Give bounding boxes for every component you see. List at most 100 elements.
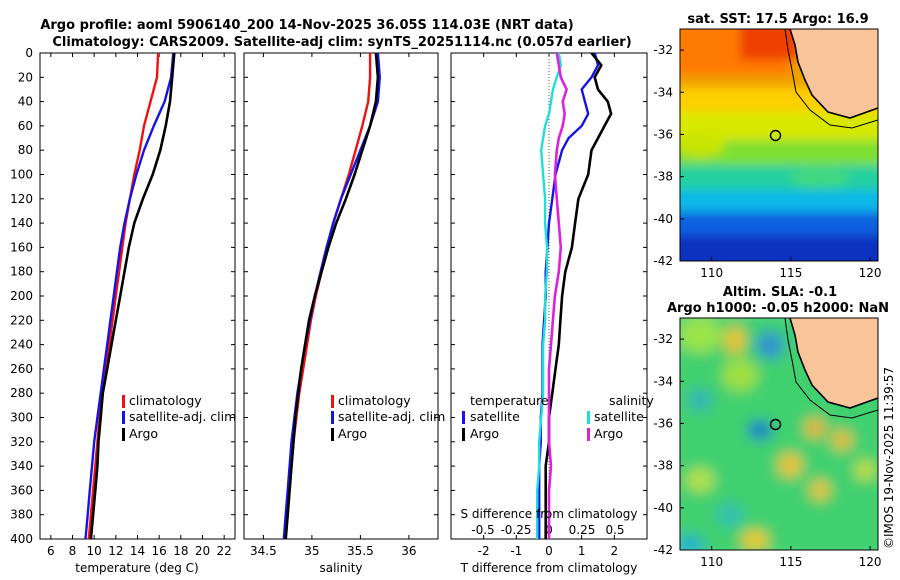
series-line-s-satellite	[536, 52, 562, 539]
depth-tick-label: 260	[10, 362, 33, 376]
x-tick-label: 2	[611, 544, 619, 558]
depth-tick-label: 200	[10, 289, 33, 303]
map-x-tick-label: 115	[779, 266, 802, 280]
x-tick-label: -1	[510, 544, 522, 558]
legend-swatch-s-satellite	[587, 411, 590, 424]
legend-swatch-satellite	[122, 411, 125, 424]
legend-swatch-argo	[122, 428, 125, 441]
figure-title-line1: Argo profile: aoml 5906140_200 14-Nov-20…	[40, 18, 573, 33]
depth-tick-label: 400	[10, 532, 33, 546]
depth-tick-label: 180	[10, 265, 33, 279]
series-line-climatology	[284, 53, 372, 540]
depth-tick-label: 0	[25, 46, 33, 60]
map-x-tick-label: 120	[859, 555, 882, 569]
series-line-argo	[284, 52, 380, 540]
argo-position-marker	[769, 418, 782, 431]
depth-tick-label: 20	[18, 70, 33, 84]
map-x-tick-label: 110	[700, 266, 723, 280]
s-difference-tick-label: 0.5	[605, 523, 624, 537]
sst-map-title: sat. SST: 17.5 Argo: 16.9	[687, 12, 868, 27]
series-line-argo	[89, 52, 176, 540]
series-line-s-argo	[547, 52, 568, 539]
depth-tick-label: 80	[18, 143, 33, 157]
depth-tick-label: 160	[10, 240, 33, 254]
legend-label-argo: Argo	[338, 426, 367, 441]
legend-label-s-argo: Argo	[594, 426, 623, 441]
difference-legend: temperature salinity satellite Argo sate…	[462, 393, 654, 441]
legend-label-climatology: climatology	[129, 393, 202, 408]
depth-tick-label: 360	[10, 483, 33, 497]
depth-tick-label: 380	[10, 508, 33, 522]
x-tick-label: 10	[87, 544, 102, 558]
sst-map: 110 115 120 -32 -34 -36 -38 -40 -42	[653, 28, 882, 280]
salinity-xlabel: salinity	[319, 561, 362, 575]
legend-swatch-climatology	[331, 395, 334, 408]
legend-swatch-climatology	[122, 395, 125, 408]
depth-tick-label: 340	[10, 459, 33, 473]
depth-tick-label: 40	[18, 95, 33, 109]
x-tick-label: 22	[217, 544, 232, 558]
sla-map-title: Altim. SLA: -0.1	[723, 285, 837, 300]
x-tick-label: 12	[108, 544, 123, 558]
series-line-t-satellite	[538, 52, 600, 539]
salinity-legend: climatology satellite-adj. clim Argo	[331, 393, 445, 441]
map-y-tick-label: -32	[653, 332, 673, 346]
legend-title-temperature: temperature	[470, 393, 549, 408]
temperature-legend: climatology satellite-adj. clim Argo	[122, 393, 236, 441]
x-tick-label: 0	[545, 544, 553, 558]
series-line-satellite-adj-clim	[84, 52, 175, 540]
argo-position-marker	[769, 129, 782, 142]
t-difference-xlabel: T difference from climatology	[460, 561, 638, 575]
legend-swatch-satellite	[331, 411, 334, 424]
sla-map: 110 115 120 -32 -34 -36 -38 -40 -42	[653, 317, 882, 569]
map-y-tick-label: -40	[653, 501, 673, 515]
imos-credit: ©IMOS 19-Nov-2025 11:39:57	[882, 367, 896, 549]
sla-map-axes: 110 115 120 -32 -34 -36 -38 -40 -42	[653, 332, 881, 569]
depth-tick-label: 140	[10, 216, 33, 230]
depth-tick-label: 300	[10, 411, 33, 425]
x-tick-label: 14	[130, 544, 145, 558]
x-tick-label: 20	[195, 544, 210, 558]
depth-tick-label: 60	[18, 119, 33, 133]
legend-label-argo: Argo	[129, 426, 158, 441]
sla-map-subtitle: Argo h1000: -0.05 h2000: NaN	[667, 301, 889, 316]
map-x-tick-label: 120	[859, 266, 882, 280]
legend-label-s-satellite: satellite	[594, 409, 644, 424]
map-y-tick-label: -36	[653, 416, 673, 430]
s-difference-tick-label: -0.5	[471, 523, 494, 537]
x-tick-label: 35	[304, 544, 319, 558]
depth-tick-label: 240	[10, 338, 33, 352]
x-tick-label: 35.5	[347, 544, 374, 558]
depth-tick-label: 220	[10, 313, 33, 327]
temperature-xlabel: temperature (deg C)	[75, 561, 198, 575]
s-difference-xlabel: S difference from climatology	[461, 507, 638, 521]
map-y-tick-label: -42	[653, 543, 673, 557]
x-tick-label: 16	[152, 544, 167, 558]
temperature-panel: 6 8 10 12 14 16 18 20 22	[39, 52, 236, 558]
series-line-climatology	[87, 52, 160, 540]
x-tick-label: 34.5	[250, 544, 277, 558]
legend-label-t-satellite: satellite	[470, 409, 520, 424]
map-y-tick-label: -34	[653, 374, 673, 388]
x-tick-label: 1	[578, 544, 586, 558]
map-x-tick-label: 110	[700, 555, 723, 569]
legend-label-satellite: satellite-adj. clim	[129, 409, 236, 424]
map-y-tick-label: -38	[653, 170, 673, 184]
legend-swatch-s-argo	[587, 428, 590, 441]
depth-tick-label: 100	[10, 168, 33, 182]
legend-label-climatology: climatology	[338, 393, 411, 408]
x-tick-label: 6	[47, 544, 55, 558]
s-difference-tick-label: 0.25	[569, 523, 596, 537]
depth-tick-label: 320	[10, 435, 33, 449]
map-x-tick-label: 115	[779, 555, 802, 569]
panel-frame	[39, 52, 236, 540]
legend-title-salinity: salinity	[609, 393, 654, 408]
s-difference-tick-label: -0.25	[500, 523, 531, 537]
x-tick-label: 36	[401, 544, 416, 558]
map-y-tick-label: -34	[653, 85, 673, 99]
series-line-satellite-adj-clim	[282, 52, 381, 540]
legend-swatch-t-argo	[462, 428, 465, 441]
legend-label-satellite: satellite-adj. clim	[338, 409, 445, 424]
depth-axis: 0 20 40 60 80 100 120 140 160 180 200 220 240 260 280 3…	[10, 46, 33, 546]
